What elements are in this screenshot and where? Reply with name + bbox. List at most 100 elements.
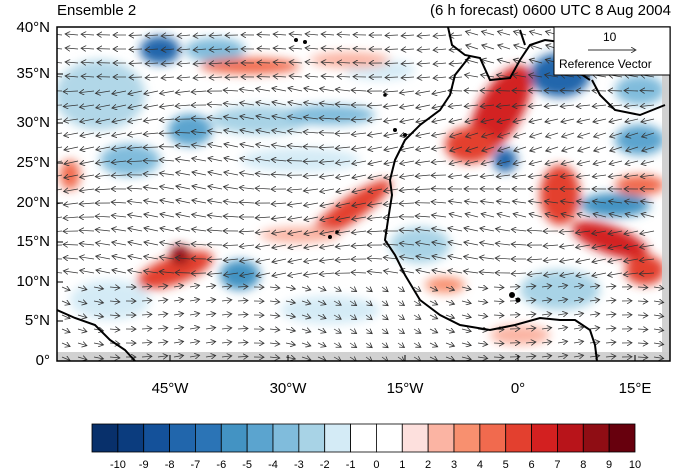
wind-vector <box>64 175 79 178</box>
wind-vector <box>207 230 223 231</box>
wind-vector <box>463 271 479 273</box>
wind-vector <box>429 329 438 333</box>
wind-vector <box>605 342 616 343</box>
wind-vector <box>525 356 536 357</box>
wind-vector <box>336 175 351 178</box>
wind-vector <box>560 259 575 262</box>
wind-vector <box>61 315 70 319</box>
wind-vector <box>464 105 479 107</box>
wind-vector <box>61 301 70 305</box>
wind-vector <box>545 161 559 164</box>
wind-vector <box>288 273 303 276</box>
wind-vector <box>385 35 399 36</box>
colorbar-label: -4 <box>268 459 278 471</box>
wind-vector <box>592 201 607 203</box>
wind-vector <box>288 231 303 234</box>
wind-vector <box>608 245 623 248</box>
wind-vector <box>224 187 239 189</box>
wind-vector <box>57 160 63 163</box>
wind-vector <box>175 159 191 161</box>
wind-vector <box>81 76 95 77</box>
wind-vector <box>496 175 511 177</box>
wind-vector <box>256 102 271 105</box>
wind-vector <box>79 244 95 246</box>
wind-vector <box>367 105 383 106</box>
colorbar-label: -1 <box>345 459 356 471</box>
wind-vector <box>61 287 70 291</box>
wind-vector <box>562 147 575 151</box>
wind-vector <box>413 301 421 305</box>
wind-vector <box>205 356 216 358</box>
wind-vector <box>112 242 127 245</box>
wind-vector <box>525 314 536 315</box>
wind-vector <box>175 132 191 133</box>
wind-vector <box>365 329 372 334</box>
wind-vector <box>269 287 280 288</box>
wind-vector <box>57 132 63 135</box>
wind-vector <box>319 259 335 261</box>
wind-vector <box>351 245 367 246</box>
wind-vector <box>271 217 287 219</box>
wind-vector <box>381 343 388 348</box>
wind-vector <box>368 189 383 192</box>
wind-vector <box>64 147 79 150</box>
wind-vector <box>400 161 415 164</box>
wind-vector <box>256 130 271 133</box>
wind-vector <box>429 301 438 305</box>
wind-vector <box>109 357 120 358</box>
wind-vector <box>143 133 159 134</box>
wind-vector <box>287 203 303 205</box>
wind-vector <box>605 286 616 287</box>
wind-vector <box>589 314 600 315</box>
wind-vector <box>191 118 207 119</box>
wind-vector <box>589 286 600 287</box>
wind-vector <box>498 133 511 137</box>
wind-vector <box>272 102 287 105</box>
wind-vector <box>461 301 471 303</box>
wind-vector <box>639 259 655 261</box>
wind-vector <box>466 31 479 35</box>
wind-vector <box>351 272 367 273</box>
wind-vector <box>337 76 351 77</box>
wind-vector <box>541 300 552 301</box>
wind-vector <box>608 259 623 262</box>
wind-vector <box>417 63 431 64</box>
wind-vector <box>96 105 111 108</box>
wind-vector <box>320 217 335 220</box>
wind-vector <box>397 329 404 334</box>
wind-vector <box>128 119 143 122</box>
wind-vector <box>64 189 79 192</box>
wind-vector <box>557 327 568 329</box>
wind-vector <box>493 301 504 302</box>
wind-vector <box>93 315 104 317</box>
wind-vector <box>399 230 415 231</box>
wind-vector <box>464 201 479 203</box>
wind-vector <box>81 34 95 35</box>
wind-vector <box>511 273 527 274</box>
wind-vector <box>576 259 591 262</box>
wind-vector <box>480 91 495 92</box>
wind-vector <box>207 273 223 274</box>
wind-vector <box>109 301 120 302</box>
wind-vector <box>189 299 200 301</box>
wind-vector <box>399 243 415 245</box>
wind-vector <box>207 215 223 217</box>
wind-vector <box>304 259 319 262</box>
wind-vector <box>416 147 431 150</box>
wind-vector <box>609 214 623 217</box>
wind-vector <box>77 315 87 318</box>
lat-tick-20n: 20°N <box>16 194 50 211</box>
wind-vector <box>529 75 543 77</box>
wind-vector <box>641 119 655 122</box>
wind-vector <box>144 91 159 94</box>
wind-vector <box>546 133 559 137</box>
wind-vector <box>96 147 111 150</box>
wind-vector <box>464 228 479 231</box>
wind-vector <box>161 63 175 64</box>
wind-vector <box>637 329 648 330</box>
wind-vector <box>383 217 399 218</box>
wind-vector <box>112 256 127 259</box>
wind-vector <box>512 201 527 203</box>
wind-vector <box>530 133 543 137</box>
wind-vector <box>593 161 607 164</box>
